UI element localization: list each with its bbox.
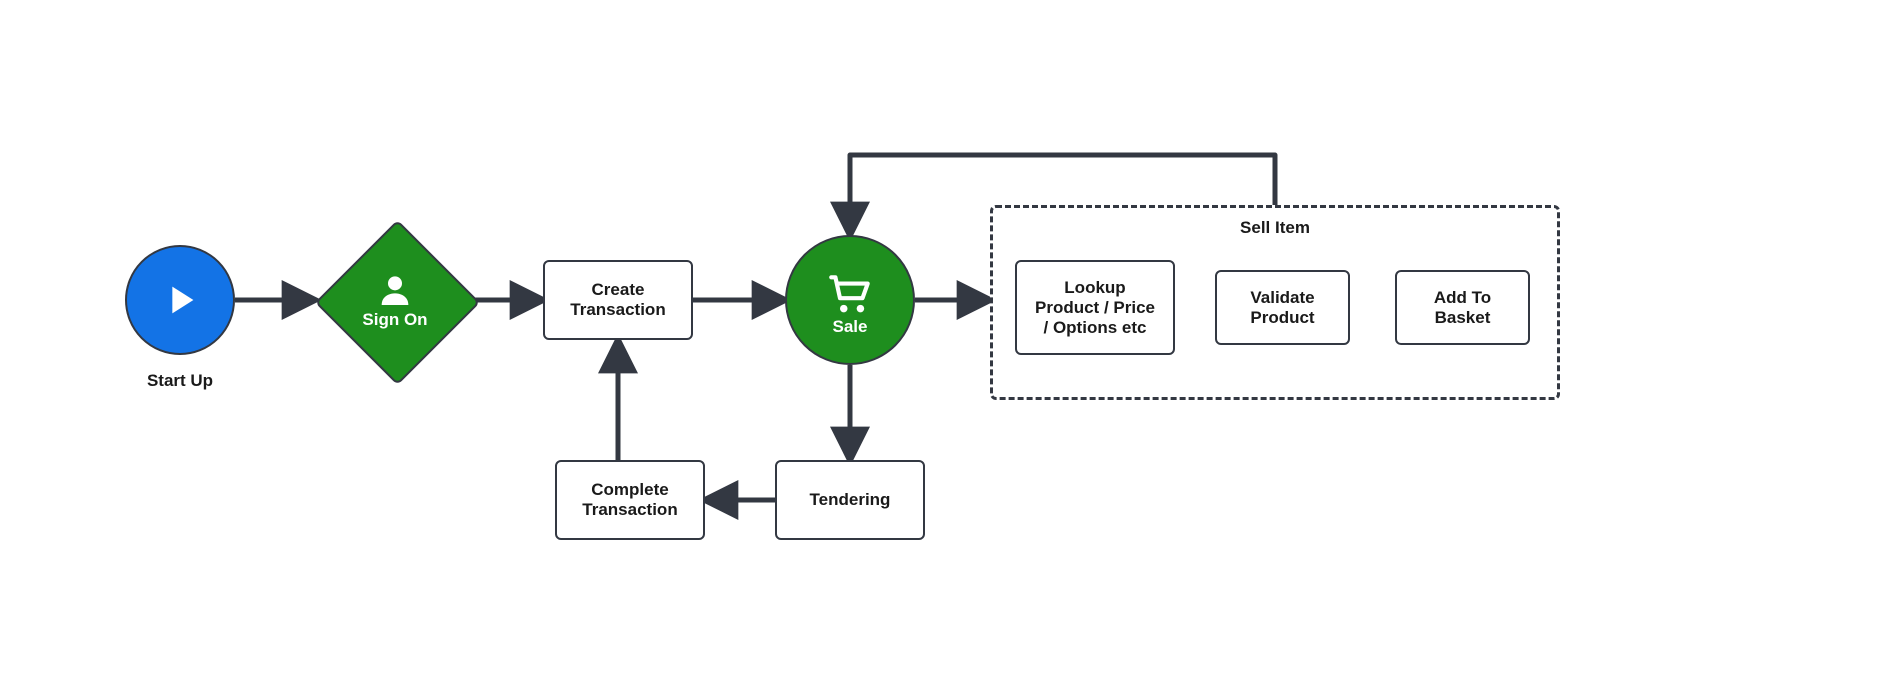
node-sale-label: Sale [833,317,868,337]
node-create-transaction: CreateTransaction [543,260,693,340]
edges-layer [0,0,1880,680]
node-validate-product: ValidateProduct [1215,270,1350,345]
node-start-up-label: Start Up [147,371,213,391]
node-lookup-product: LookupProduct / Price/ Options etc [1015,260,1175,355]
node-sale: Sale [785,235,915,365]
node-tendering-label: Tendering [810,490,891,510]
node-tendering: Tendering [775,460,925,540]
node-add-to-basket: Add ToBasket [1395,270,1530,345]
node-add-to-basket-label: Add ToBasket [1434,288,1491,328]
node-sign-on: Sign On [315,220,475,380]
node-sign-on-label: Sign On [362,310,427,330]
group-sell-item-label: Sell Item [1240,218,1310,238]
node-start-up: Start Up [125,245,235,355]
node-lookup-product-label: LookupProduct / Price/ Options etc [1035,278,1155,338]
node-validate-product-label: ValidateProduct [1250,288,1314,328]
node-complete-transaction-label: CompleteTransaction [582,480,677,520]
user-icon [375,270,415,310]
node-complete-transaction: CompleteTransaction [555,460,705,540]
cart-icon [823,269,877,319]
node-create-transaction-label: CreateTransaction [570,280,665,320]
flowchart-canvas: Start Up Sign On CreateTransaction Sale [0,0,1880,680]
play-icon [157,277,203,323]
